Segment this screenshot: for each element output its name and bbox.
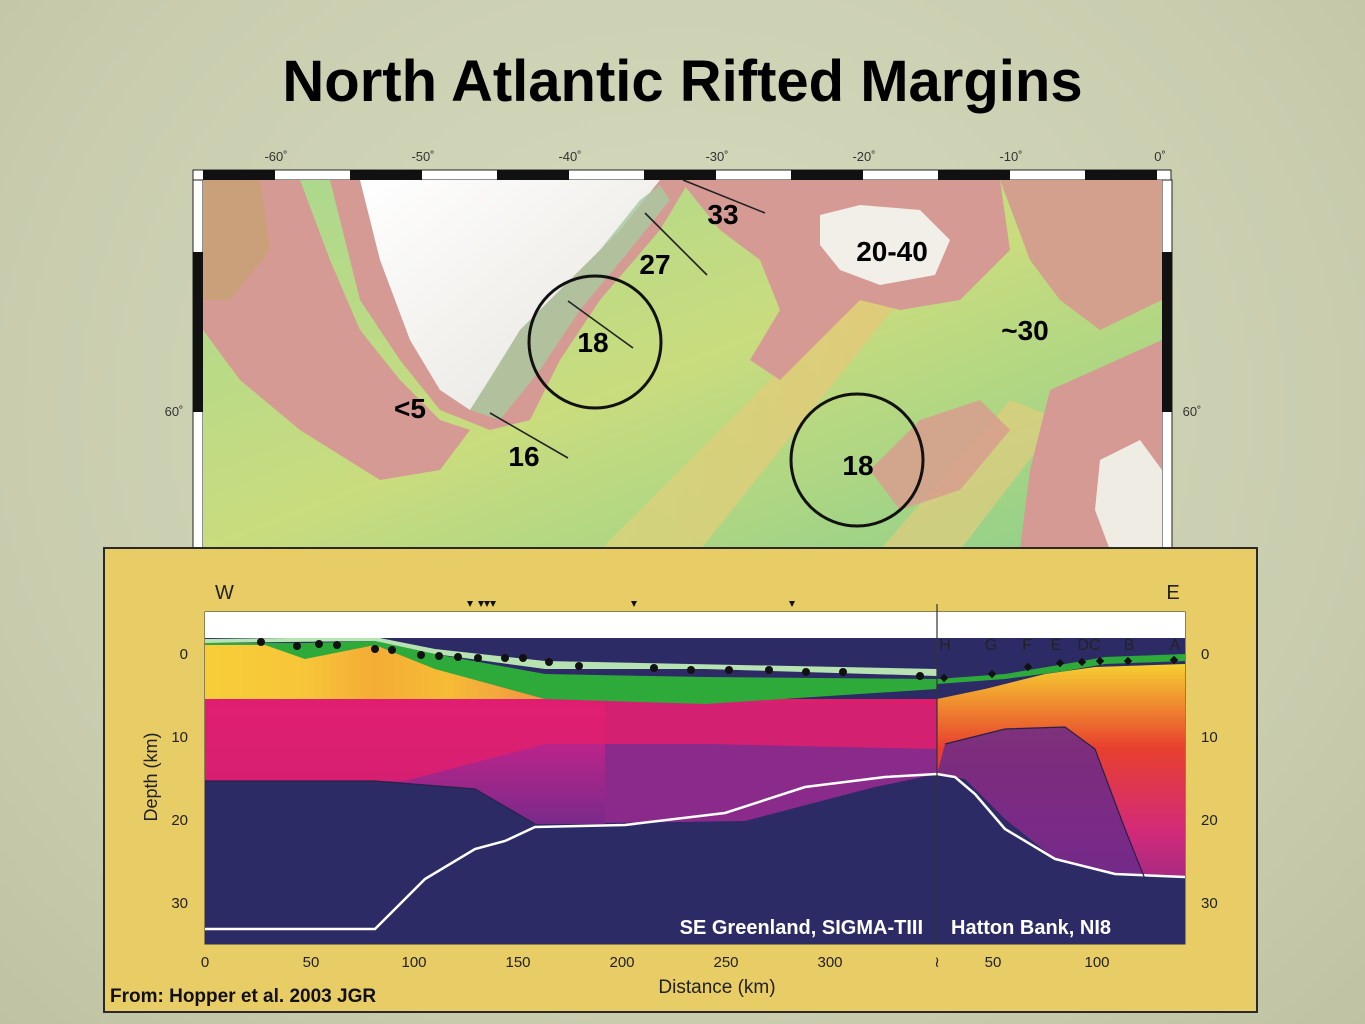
depth-tick-right: 20 [1201, 812, 1218, 829]
scotland-landmass [1095, 440, 1162, 550]
distance-tick: 150 [505, 954, 530, 971]
distance-break-mark: ≀ [934, 954, 940, 971]
greenland-ice-sheet [360, 180, 660, 410]
station-letter: F [1022, 637, 1032, 654]
moho-line [205, 772, 1186, 931]
distance-tick: 0 [201, 954, 209, 971]
thickness-label-33: 33 [707, 199, 738, 230]
profile-name-greenland: SE Greenland, SIGMA-TIII [680, 917, 923, 939]
land-station-markers [467, 601, 795, 607]
thickness-label-16: 16 [508, 441, 539, 472]
crustal-section: W E H G F E DC B A 0 10 20 30 0 10 20 30… [141, 582, 1218, 998]
distance-tick: 300 [817, 954, 842, 971]
lon-tick: -40˚ [558, 149, 581, 164]
profile-line-33 [682, 179, 766, 214]
depth-tick-right: 0 [1201, 646, 1209, 663]
west-label: W [215, 582, 234, 604]
depth-tick-left: 30 [171, 895, 188, 912]
crustal-section-panel: W E H G F E DC B A 0 10 20 30 0 10 20 30… [103, 547, 1258, 1013]
distance-tick: 250 [713, 954, 738, 971]
station-letter: E [1051, 637, 1062, 654]
mid-ocean-ridge [600, 290, 900, 550]
profile-line-16 [489, 412, 569, 459]
distance-axis-label: Distance (km) [658, 977, 775, 998]
thickness-label-30: ~30 [1001, 315, 1049, 346]
slide-title: North Atlantic Rifted Margins [282, 49, 1083, 114]
lon-tick: 0˚ [1154, 149, 1166, 164]
obs-markers [257, 638, 924, 680]
profile-line-27 [644, 212, 708, 276]
distance-tick: 50 [303, 954, 320, 971]
lon-tick: -20˚ [852, 149, 875, 164]
station-letter: B [1124, 637, 1135, 654]
station-letter: H [939, 637, 951, 654]
depth-axis-label: Depth (km) [141, 732, 161, 821]
depth-tick-right: 10 [1201, 729, 1218, 746]
distance-tick: 100 [1084, 954, 1109, 971]
thickness-label-20-40: 20-40 [856, 236, 928, 267]
depth-tick-left: 20 [171, 812, 188, 829]
lon-tick: -50˚ [411, 149, 434, 164]
profile-name-hatton: Hatton Bank, NI8 [951, 917, 1111, 939]
profile-line-18 [567, 300, 634, 349]
east-label: E [1166, 582, 1179, 604]
lat-tick: 60˚ [165, 404, 184, 419]
distance-tick: 50 [985, 954, 1002, 971]
lon-tick: -60˚ [264, 149, 287, 164]
station-letter: DC [1077, 637, 1100, 654]
citation: From: Hopper et al. 2003 JGR [110, 986, 377, 1007]
distance-tick: 200 [609, 954, 634, 971]
lon-tick: -30˚ [705, 149, 728, 164]
thickness-label-27: 27 [639, 249, 670, 280]
highlight-circle-greenland [527, 274, 663, 410]
depth-tick-right: 30 [1201, 895, 1218, 912]
highlight-circle-hatton [789, 392, 925, 528]
thickness-label-18-greenland: 18 [577, 327, 608, 358]
hatton-bank [870, 400, 1010, 510]
iceland-landmass [820, 205, 950, 285]
thickness-label-lt5: <5 [394, 393, 426, 424]
station-letter: G [985, 637, 997, 654]
depth-tick-left: 0 [180, 646, 188, 663]
labrador-shelf [203, 180, 470, 480]
lon-tick: -10˚ [999, 149, 1022, 164]
thickness-label-18-hatton: 18 [842, 450, 873, 481]
distance-tick: 100 [401, 954, 426, 971]
lat-tick: 60˚ [1183, 404, 1202, 419]
depth-tick-left: 10 [171, 729, 188, 746]
station-letter: A [1170, 637, 1181, 654]
